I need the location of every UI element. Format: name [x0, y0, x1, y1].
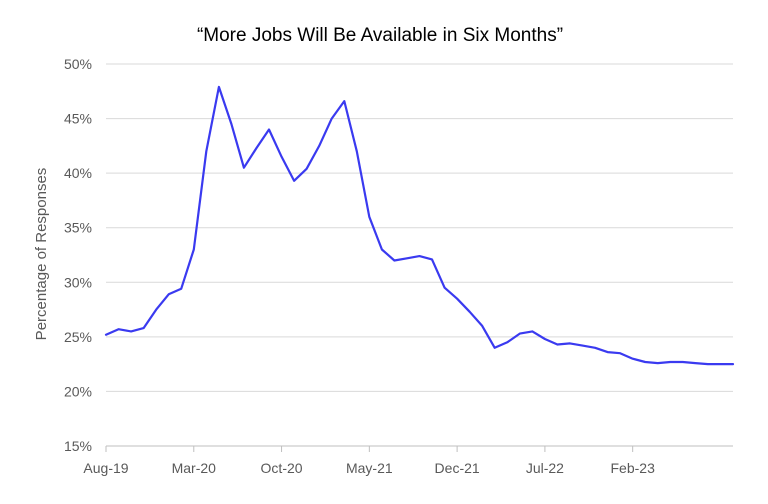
y-tick-label: 15%	[64, 438, 92, 454]
y-tick-label: 50%	[64, 56, 92, 72]
x-tick-label: Dec-21	[435, 460, 480, 476]
x-axis	[105, 445, 733, 452]
y-tick-label: 25%	[64, 329, 92, 345]
x-tick-label: Mar-20	[172, 460, 217, 476]
series-line	[104, 85, 735, 366]
gridlines	[106, 63, 733, 392]
y-tick-label: 45%	[64, 111, 92, 127]
x-tick-label: Feb-23	[611, 460, 656, 476]
y-tick-label: 30%	[64, 274, 92, 290]
y-tick-label: 35%	[64, 220, 92, 236]
x-tick-label: May-21	[346, 460, 393, 476]
y-axis-label: Percentage of Responses	[33, 168, 50, 341]
x-tick-label: Aug-19	[83, 460, 128, 476]
x-tick-labels: Aug-19 Mar-20 Oct-20 May-21 Dec-21 Jul-22 Feb-…	[83, 460, 655, 476]
series-group	[104, 85, 735, 366]
x-tick-label: Oct-20	[261, 460, 303, 476]
chart-title: “More Jobs Will Be Available in Six Mont…	[197, 25, 563, 46]
y-tick-label: 20%	[64, 383, 92, 399]
y-tick-labels: 15% 20% 25% 30% 35% 40% 45% 50%	[64, 56, 92, 454]
x-tick-label: Jul-22	[526, 460, 564, 476]
y-tick-label: 40%	[64, 165, 92, 181]
